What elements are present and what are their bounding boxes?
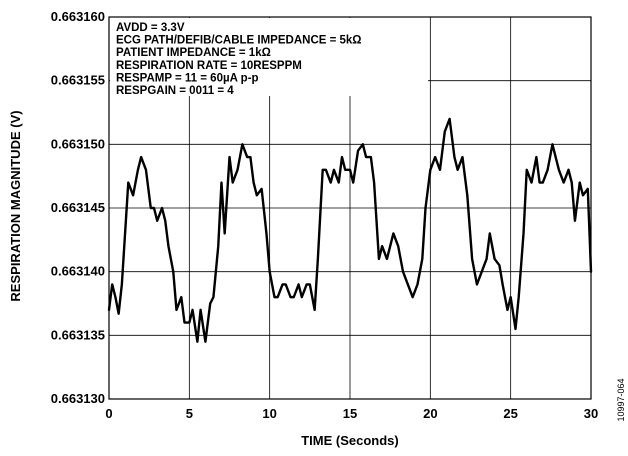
y-tick-label: 0.663140 [51, 264, 105, 279]
x-tick-label: 25 [503, 406, 517, 421]
figure-id: 10997-064 [616, 378, 626, 421]
y-tick-label: 0.663130 [51, 391, 105, 406]
x-tick-label: 15 [343, 406, 357, 421]
x-tick-label: 30 [584, 406, 598, 421]
x-tick-label: 20 [423, 406, 437, 421]
plot-frame [108, 16, 592, 400]
annotation-line: RESPAMP = 11 = 60µA p-p [116, 72, 259, 84]
series-line [107, 117, 593, 343]
x-axis-title: TIME (Seconds) [301, 433, 399, 448]
y-tick-label: 0.663135 [51, 327, 105, 342]
annotation-line: PATIENT IMPEDANCE = 1kΩ [116, 47, 271, 59]
y-tick-labels: 0.663130 0.663135 0.663140 0.663145 0.663150… [51, 9, 105, 406]
y-tick-label: 0.663160 [51, 9, 105, 24]
y-tick-label: 0.663145 [51, 200, 105, 215]
annotation-background [110, 18, 428, 96]
x-tick-label: 5 [186, 406, 193, 421]
annotation-box [110, 18, 428, 96]
annotation-line: AVDD = 3.3V [116, 22, 185, 34]
series-layer [107, 117, 593, 343]
annotation-line: RESPGAIN = 0011 = 4 [116, 85, 234, 97]
y-tick-label: 0.663155 [51, 73, 105, 88]
annotation-line: RESPIRATION RATE = 10RESPPM [116, 60, 302, 72]
y-tick-label: 0.663150 [51, 136, 105, 151]
x-tick-labels: 0 5 10 15 20 25 30 [105, 406, 598, 421]
y-axis-title: RESPIRATION MAGNITUDE (V) [8, 110, 23, 301]
x-tick-label: 10 [262, 406, 276, 421]
x-tick-label: 0 [105, 406, 112, 421]
annotation-line: ECG PATH/DEFIB/CABLE IMPEDANCE = 5kΩ [116, 35, 362, 47]
